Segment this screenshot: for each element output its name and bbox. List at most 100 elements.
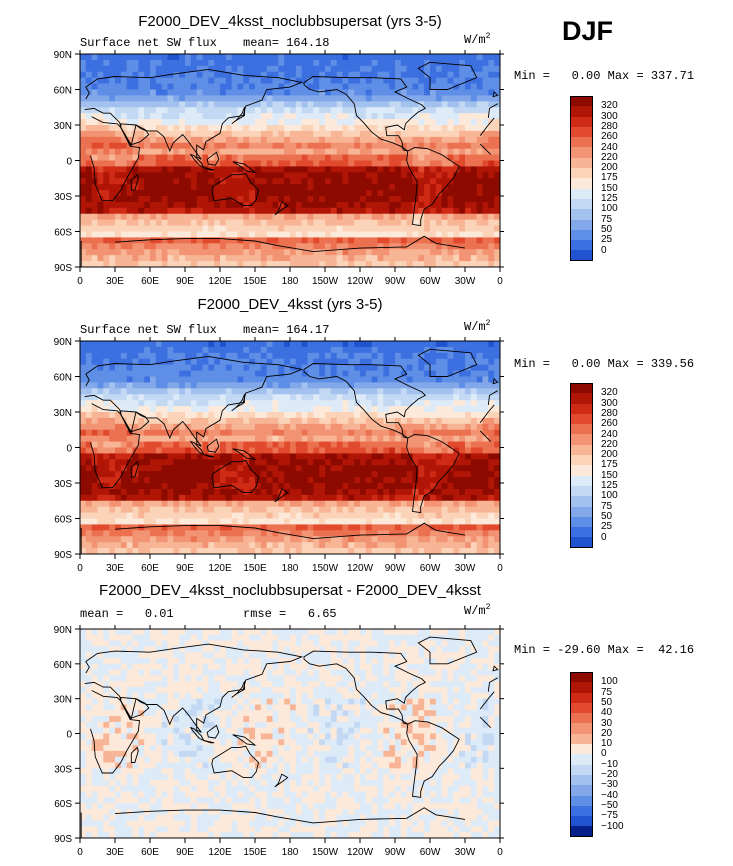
- field-cell: [476, 231, 483, 238]
- field-cell: [488, 77, 495, 84]
- field-cell: [365, 346, 373, 354]
- field-cell: [278, 225, 285, 232]
- field-cell: [255, 346, 262, 354]
- field-cell: [185, 160, 192, 167]
- field-cell: [144, 231, 151, 238]
- field-cell: [225, 59, 233, 67]
- field-cell: [330, 65, 338, 73]
- field-cell: [266, 441, 273, 448]
- field-cell: [424, 346, 431, 354]
- field-cell: [266, 346, 273, 354]
- field-cell: [295, 130, 303, 138]
- field-cell: [412, 255, 419, 262]
- field-cell: [97, 101, 104, 108]
- field-cell: [190, 190, 198, 197]
- field-cell: [418, 412, 425, 419]
- field-cell: [494, 154, 500, 161]
- field-cell: [266, 341, 273, 348]
- field-cell: [360, 184, 367, 191]
- field-cell: [400, 201, 408, 209]
- field-cell: [161, 237, 168, 244]
- field-cell: [272, 417, 279, 425]
- colorbar-swatch: [570, 168, 593, 179]
- field-cell: [266, 190, 273, 197]
- field-cell: [272, 219, 279, 226]
- field-cell: [115, 494, 122, 502]
- field-cell: [243, 54, 250, 61]
- field-cell: [389, 417, 396, 425]
- field-cell: [150, 83, 157, 90]
- field-cell: [144, 406, 151, 413]
- field-cell: [260, 364, 268, 371]
- field-cell: [126, 400, 133, 407]
- field-cell: [476, 471, 483, 478]
- field-cell: [435, 512, 443, 519]
- field-cell: [97, 494, 104, 502]
- field-cell: [476, 388, 483, 395]
- field-cell: [167, 255, 174, 262]
- field-cell: [120, 95, 128, 102]
- field-cell: [354, 166, 361, 173]
- field-cell: [470, 89, 478, 96]
- field-cell: [155, 261, 163, 267]
- field-cell: [284, 154, 291, 161]
- field-cell: [138, 261, 145, 267]
- field-cell: [354, 500, 361, 508]
- field-cell: [260, 231, 268, 238]
- field-cell: [377, 261, 384, 267]
- field-cell: [424, 54, 431, 61]
- field-cell: [185, 388, 192, 395]
- field-cell: [138, 388, 145, 395]
- field-cell: [389, 184, 396, 191]
- field-cell: [424, 500, 431, 508]
- field-cell: [435, 471, 443, 478]
- field-cell: [220, 142, 227, 150]
- field-cell: [266, 54, 273, 61]
- field-cell: [400, 465, 408, 472]
- field-cell: [150, 190, 157, 197]
- field-cell: [85, 184, 93, 191]
- field-cell: [202, 59, 209, 67]
- field-cell: [249, 447, 256, 454]
- field-cell: [482, 119, 489, 126]
- field-cell: [202, 370, 209, 377]
- field-cell: [325, 447, 332, 454]
- field-cell: [185, 453, 192, 460]
- field-cell: [301, 441, 308, 448]
- field-cell: [447, 184, 454, 191]
- field-cell: [348, 113, 355, 120]
- field-cell: [80, 494, 87, 502]
- field-cell: [260, 184, 268, 191]
- field-cell: [103, 447, 110, 454]
- field-cell: [167, 184, 174, 191]
- field-cell: [167, 136, 174, 144]
- field-cell: [179, 352, 186, 360]
- field-cell: [295, 417, 303, 425]
- field-cell: [371, 429, 378, 437]
- field-cell: [360, 388, 367, 395]
- field-cell: [395, 441, 402, 448]
- field-cell: [424, 453, 431, 460]
- field-cell: [196, 113, 203, 120]
- field-cell: [167, 506, 174, 513]
- field-cell: [325, 119, 332, 126]
- field-cell: [91, 54, 98, 61]
- field-cell: [150, 201, 157, 209]
- field-cell: [97, 89, 104, 96]
- field-cell: [354, 207, 361, 215]
- field-cell: [313, 178, 320, 185]
- field-cell: [290, 196, 297, 203]
- field-cell: [115, 243, 122, 250]
- field-cell: [144, 101, 151, 108]
- field-cell: [330, 465, 338, 472]
- field-cell: [225, 441, 233, 448]
- field-cell: [430, 107, 437, 114]
- field-cell: [418, 261, 425, 267]
- field-cell: [179, 101, 186, 108]
- field-cell: [255, 423, 262, 431]
- field-cell: [348, 65, 355, 73]
- field-cell: [459, 417, 466, 425]
- field-cell: [231, 441, 238, 448]
- field-cell: [447, 453, 454, 460]
- field-cell: [260, 160, 268, 167]
